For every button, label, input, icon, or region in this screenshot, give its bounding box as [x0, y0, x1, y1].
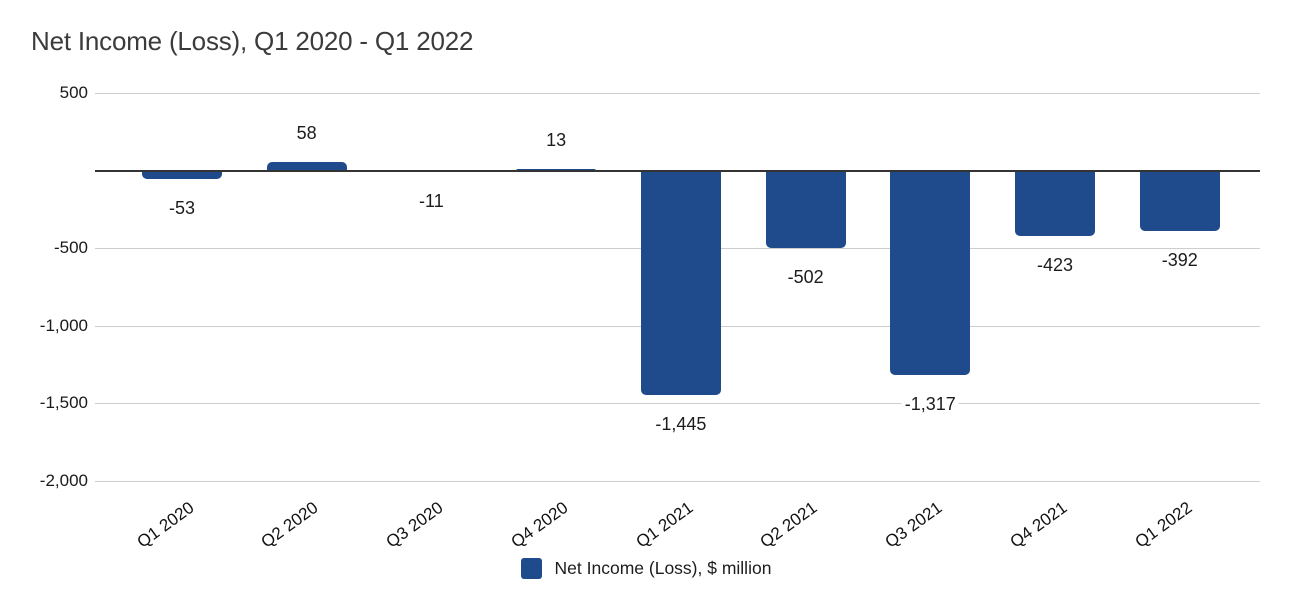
y-axis-tick-label: -2,000 [39, 470, 88, 490]
gridline [95, 480, 1260, 482]
bar [1015, 170, 1095, 237]
bar-value-label: -1,445 [652, 412, 710, 435]
x-axis-category-label: Q3 2021 [881, 497, 946, 552]
x-axis-category-label: Q2 2021 [756, 497, 821, 552]
zero-axis-line [95, 169, 1260, 172]
bar-value-label: 58 [293, 121, 320, 144]
bar-value-label: -53 [165, 196, 199, 219]
x-axis-category-label: Q4 2020 [507, 497, 572, 552]
bar-value-label: -1,317 [901, 392, 959, 415]
chart-title: Net Income (Loss), Q1 2020 - Q1 2022 [31, 26, 474, 56]
y-axis-tick-label: 500 [59, 83, 88, 102]
x-axis-category-label: Q1 2021 [632, 497, 697, 552]
x-axis-category-label: Q4 2021 [1006, 497, 1071, 552]
bar [640, 170, 721, 395]
bar-value-label: 13 [543, 128, 570, 151]
legend: Net Income (Loss), $ million [0, 557, 1292, 579]
bar [1139, 170, 1220, 232]
x-axis-category-label: Q1 2022 [1131, 497, 1196, 552]
bar-value-label: -423 [1033, 254, 1077, 277]
gridline [95, 93, 1260, 94]
bar [142, 170, 222, 179]
bar-value-label: -11 [416, 190, 447, 213]
bar [765, 170, 846, 249]
x-axis-category-label: Q1 2020 [133, 497, 198, 552]
gridline [95, 403, 1260, 404]
y-axis-tick-label: -1,500 [39, 393, 88, 412]
bar-value-label: -392 [1158, 249, 1201, 272]
x-axis-category-label: Q3 2020 [382, 497, 447, 552]
y-axis-tick-label: -500 [53, 238, 88, 257]
y-axis-tick-label: -1,000 [39, 315, 88, 335]
legend-swatch-icon [520, 557, 542, 579]
bar [266, 161, 347, 171]
bar-value-label: -502 [784, 266, 827, 289]
bar [890, 170, 971, 375]
x-axis-category-label: Q2 2020 [258, 497, 322, 552]
legend-label: Net Income (Loss), $ million [554, 558, 772, 578]
